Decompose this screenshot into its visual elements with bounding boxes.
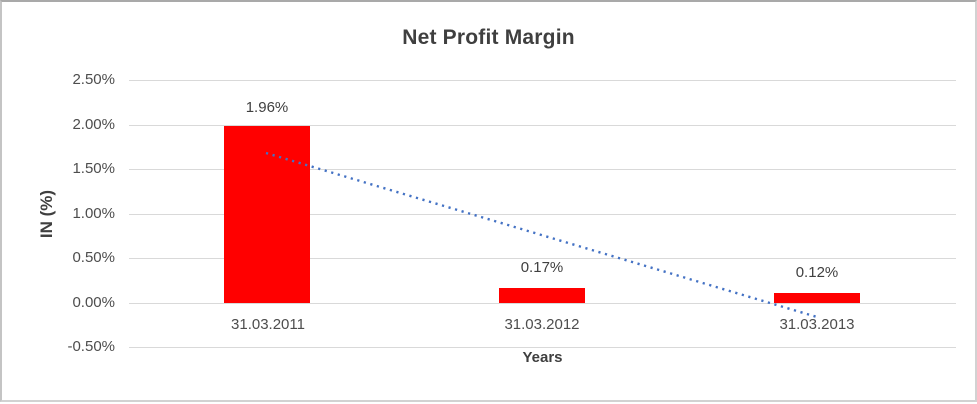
- y-axis-title: IN (%): [37, 189, 56, 239]
- gridline-2-50: [129, 80, 956, 81]
- gridline-neg-0-50: [129, 347, 956, 348]
- y-tick-label: -0.50%: [67, 338, 115, 355]
- gridline-0-00: [129, 303, 956, 304]
- data-label-2013: 0.12%: [795, 264, 839, 281]
- chart-title: Net Profit Margin: [402, 26, 575, 49]
- bar-2012: [499, 288, 585, 303]
- y-tick-label: 2.00%: [72, 116, 115, 133]
- gridline-2-00: [129, 125, 956, 126]
- bar-2013: [774, 293, 860, 303]
- y-tick-label: 1.50%: [72, 160, 115, 177]
- y-tick-label: 0.00%: [72, 294, 115, 311]
- x-tick-label-2013: 31.03.2013: [779, 316, 855, 333]
- y-tick-label: 0.50%: [72, 249, 115, 266]
- y-tick-label: 1.00%: [72, 205, 115, 222]
- x-tick-label-2012: 31.03.2012: [504, 316, 580, 333]
- x-axis-title: Years: [522, 349, 563, 366]
- data-label-2012: 0.17%: [520, 259, 564, 276]
- y-tick-label: 2.50%: [72, 71, 115, 88]
- bar-2011: [224, 126, 310, 303]
- data-label-2011: 1.96%: [245, 99, 289, 116]
- x-tick-label-2011: 31.03.2011: [231, 316, 305, 333]
